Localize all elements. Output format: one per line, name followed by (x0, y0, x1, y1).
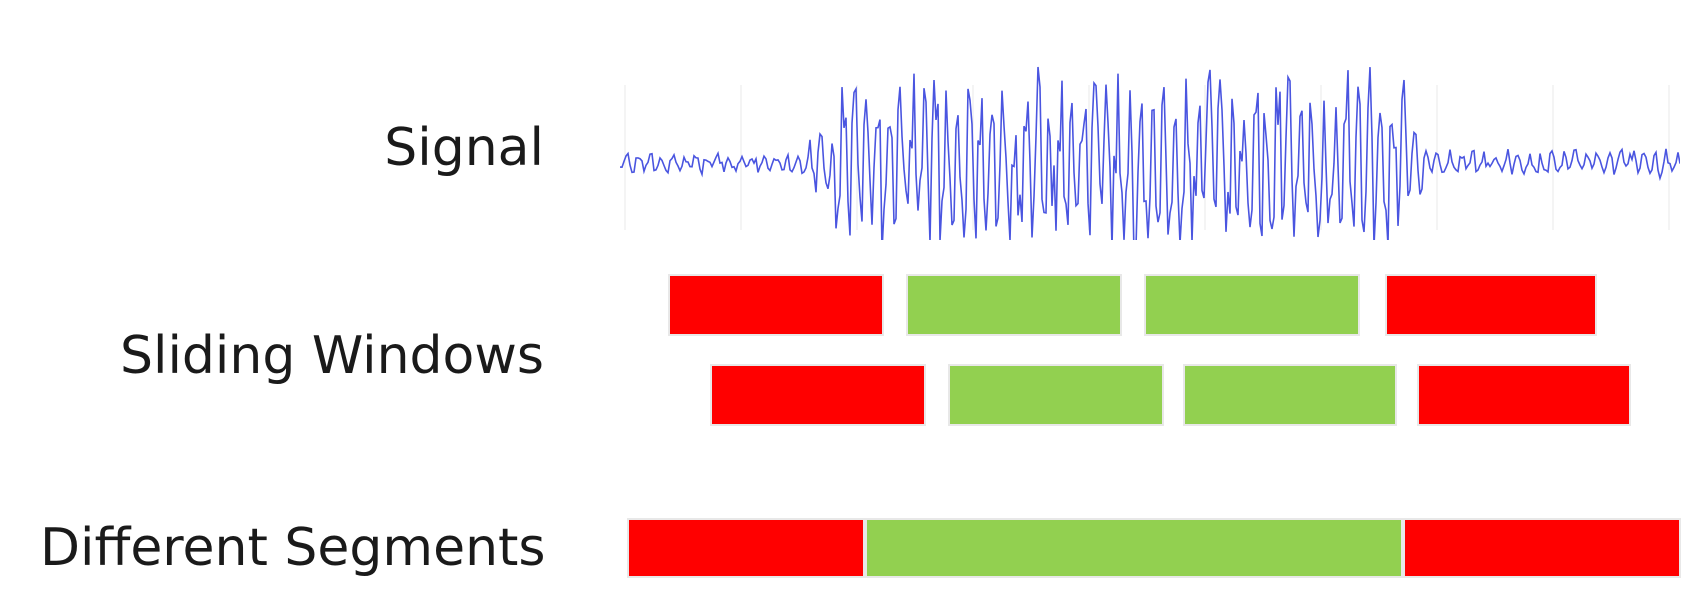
window-row2-1-inactive (710, 364, 926, 426)
segment-3-inactive (1403, 518, 1681, 578)
signal-waveform (620, 66, 1680, 240)
segment-1-inactive (627, 518, 865, 578)
window-row1-1-inactive (668, 274, 884, 336)
window-row2-3-active (1183, 364, 1397, 426)
sliding-windows-label: Sliding Windows (120, 326, 544, 386)
window-row1-3-active (1144, 274, 1360, 336)
signal-line (620, 66, 1680, 240)
different-segments-label: Different Segments (40, 518, 546, 578)
window-row2-4-inactive (1417, 364, 1631, 426)
window-row1-2-active (906, 274, 1122, 336)
window-row1-4-inactive (1385, 274, 1597, 336)
signal-label: Signal (384, 118, 544, 178)
window-row2-2-active (948, 364, 1164, 426)
segment-2-active (865, 518, 1403, 578)
